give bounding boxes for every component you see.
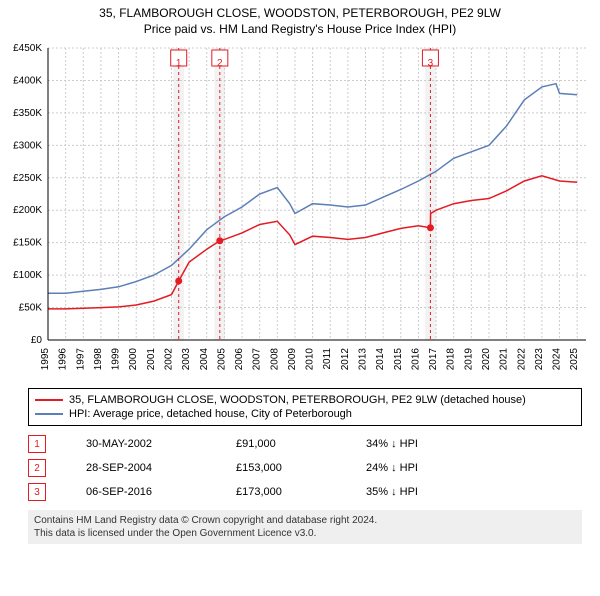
marker-badge: 1 xyxy=(28,435,46,453)
footer-line1: Contains HM Land Registry data © Crown c… xyxy=(34,514,576,527)
svg-text:1: 1 xyxy=(176,58,182,69)
svg-text:2005: 2005 xyxy=(216,348,227,371)
chart-subtitle: Price paid vs. HM Land Registry's House … xyxy=(0,22,600,36)
svg-text:£350K: £350K xyxy=(13,108,42,119)
svg-text:2006: 2006 xyxy=(234,348,245,371)
svg-text:2022: 2022 xyxy=(516,348,527,371)
svg-text:£250K: £250K xyxy=(13,173,42,184)
svg-text:2015: 2015 xyxy=(393,348,404,371)
svg-text:2002: 2002 xyxy=(163,348,174,371)
svg-text:2019: 2019 xyxy=(463,348,474,371)
legend-label: 35, FLAMBOROUGH CLOSE, WOODSTON, PETERBO… xyxy=(69,394,526,406)
svg-text:£150K: £150K xyxy=(13,238,42,249)
marker-price: £153,000 xyxy=(236,462,326,474)
svg-text:1998: 1998 xyxy=(93,348,104,371)
legend-label: HPI: Average price, detached house, City… xyxy=(69,408,352,420)
svg-text:£400K: £400K xyxy=(13,75,42,86)
svg-text:2025: 2025 xyxy=(569,348,580,371)
svg-text:£200K: £200K xyxy=(13,205,42,216)
svg-text:£450K: £450K xyxy=(13,43,42,54)
event-dot xyxy=(216,237,223,244)
svg-text:2001: 2001 xyxy=(146,348,157,371)
footer: Contains HM Land Registry data © Crown c… xyxy=(28,510,582,544)
svg-text:2021: 2021 xyxy=(499,348,510,371)
svg-text:2009: 2009 xyxy=(287,348,298,371)
svg-text:2018: 2018 xyxy=(446,348,457,371)
svg-text:2007: 2007 xyxy=(252,348,263,371)
svg-text:2017: 2017 xyxy=(428,348,439,371)
event-dot xyxy=(175,277,182,284)
svg-text:£0: £0 xyxy=(31,335,43,346)
legend-swatch xyxy=(35,413,63,415)
footer-line2: This data is licensed under the Open Gov… xyxy=(34,527,576,540)
svg-text:2: 2 xyxy=(217,58,223,69)
marker-delta: 34% ↓ HPI xyxy=(366,438,418,450)
svg-text:2023: 2023 xyxy=(534,348,545,371)
svg-text:2016: 2016 xyxy=(410,348,421,371)
marker-price: £91,000 xyxy=(236,438,326,450)
event-dot xyxy=(427,224,434,231)
svg-text:2008: 2008 xyxy=(269,348,280,371)
legend-row: HPI: Average price, detached house, City… xyxy=(35,407,575,421)
page: 35, FLAMBOROUGH CLOSE, WOODSTON, PETERBO… xyxy=(0,6,600,544)
svg-text:1996: 1996 xyxy=(58,348,69,371)
legend: 35, FLAMBOROUGH CLOSE, WOODSTON, PETERBO… xyxy=(28,388,582,426)
marker-date: 28-SEP-2004 xyxy=(86,462,196,474)
marker-date: 30-MAY-2002 xyxy=(86,438,196,450)
svg-text:2010: 2010 xyxy=(305,348,316,371)
svg-text:2020: 2020 xyxy=(481,348,492,371)
svg-text:2014: 2014 xyxy=(375,348,386,371)
legend-row: 35, FLAMBOROUGH CLOSE, WOODSTON, PETERBO… xyxy=(35,393,575,407)
svg-text:2012: 2012 xyxy=(340,348,351,371)
marker-price: £173,000 xyxy=(236,486,326,498)
marker-delta: 35% ↓ HPI xyxy=(366,486,418,498)
legend-swatch xyxy=(35,399,63,401)
marker-date: 06-SEP-2016 xyxy=(86,486,196,498)
marker-row: 2 28-SEP-2004 £153,000 24% ↓ HPI xyxy=(28,456,582,480)
svg-text:£100K: £100K xyxy=(13,270,42,281)
chart-title: 35, FLAMBOROUGH CLOSE, WOODSTON, PETERBO… xyxy=(0,6,600,20)
marker-badge: 3 xyxy=(28,483,46,501)
svg-text:3: 3 xyxy=(428,58,434,69)
marker-delta: 24% ↓ HPI xyxy=(366,462,418,474)
marker-row: 3 06-SEP-2016 £173,000 35% ↓ HPI xyxy=(28,480,582,504)
svg-text:2024: 2024 xyxy=(552,348,563,371)
svg-text:1995: 1995 xyxy=(40,348,51,371)
chart-container: £0 £50K £100K £150K £200K £250K £300K £350K £400… xyxy=(0,40,600,380)
svg-text:2003: 2003 xyxy=(181,348,192,371)
marker-row: 1 30-MAY-2002 £91,000 34% ↓ HPI xyxy=(28,432,582,456)
svg-text:£50K: £50K xyxy=(19,303,43,314)
marker-badge: 2 xyxy=(28,459,46,477)
price-chart: £0 £50K £100K £150K £200K £250K £300K £350K £400… xyxy=(0,40,600,380)
svg-text:1997: 1997 xyxy=(75,348,86,371)
svg-text:1999: 1999 xyxy=(111,348,122,371)
svg-text:2013: 2013 xyxy=(358,348,369,371)
svg-text:£300K: £300K xyxy=(13,140,42,151)
svg-text:2004: 2004 xyxy=(199,348,210,371)
svg-text:2000: 2000 xyxy=(128,348,139,371)
marker-table: 1 30-MAY-2002 £91,000 34% ↓ HPI 2 28-SEP-2004… xyxy=(28,432,582,504)
svg-text:2011: 2011 xyxy=(322,348,333,370)
